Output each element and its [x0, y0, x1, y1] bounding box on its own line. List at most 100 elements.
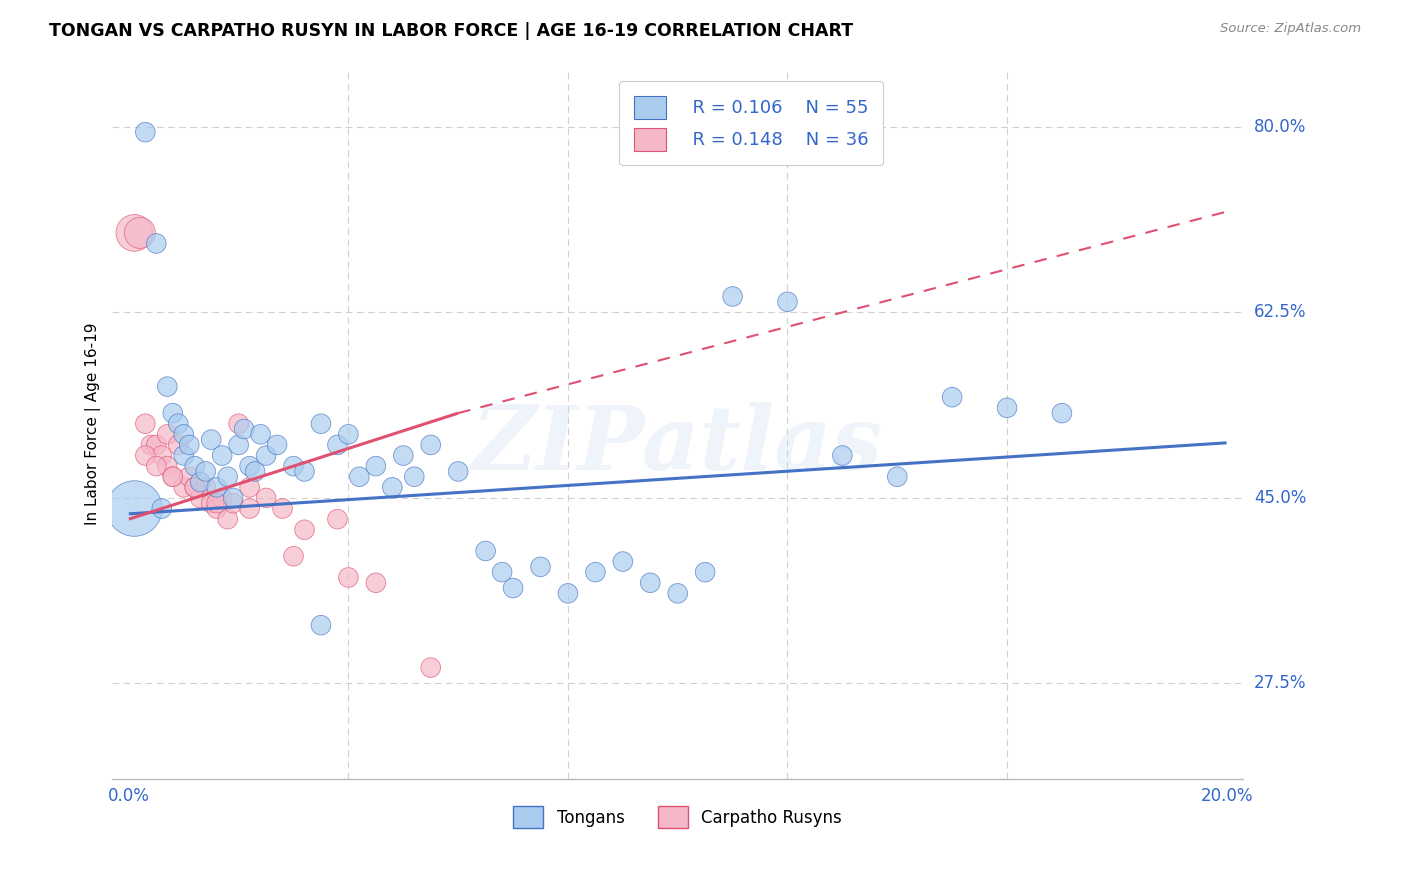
Point — [419, 660, 441, 674]
Point — [283, 459, 305, 474]
Point — [179, 438, 201, 452]
Point — [173, 449, 195, 463]
Point — [156, 379, 179, 393]
Point — [150, 501, 173, 516]
Point — [1050, 406, 1073, 420]
Point — [337, 427, 360, 442]
Point — [640, 575, 662, 590]
Point — [243, 465, 266, 479]
Point — [145, 236, 167, 251]
Text: 45.0%: 45.0% — [1254, 489, 1306, 507]
Point — [173, 427, 195, 442]
Point — [162, 406, 184, 420]
Legend: Tongans, Carpatho Rusyns: Tongans, Carpatho Rusyns — [506, 800, 849, 835]
Point — [612, 555, 634, 569]
Point — [184, 480, 207, 494]
Point — [666, 586, 689, 600]
Point — [211, 491, 233, 505]
Point — [134, 449, 156, 463]
Point — [474, 544, 496, 558]
Point — [266, 438, 288, 452]
Point — [283, 549, 305, 564]
Point — [364, 575, 387, 590]
Point — [200, 433, 222, 447]
Point — [583, 565, 606, 579]
Point — [162, 469, 184, 483]
Point — [239, 501, 262, 516]
Point — [326, 512, 349, 526]
Point — [233, 422, 256, 436]
Point — [254, 449, 277, 463]
Point — [294, 523, 316, 537]
Text: Source: ZipAtlas.com: Source: ZipAtlas.com — [1220, 22, 1361, 36]
Point — [188, 475, 211, 489]
Point — [364, 459, 387, 474]
Point — [447, 465, 470, 479]
Point — [124, 226, 146, 240]
Point — [205, 496, 228, 510]
Point — [337, 570, 360, 584]
Point — [188, 491, 211, 505]
Point — [222, 491, 245, 505]
Text: 27.5%: 27.5% — [1254, 674, 1306, 692]
Point — [239, 480, 262, 494]
Point — [502, 581, 524, 595]
Y-axis label: In Labor Force | Age 16-19: In Labor Force | Age 16-19 — [86, 323, 101, 525]
Point — [309, 417, 332, 431]
Point — [179, 469, 201, 483]
Point — [529, 559, 551, 574]
Point — [162, 469, 184, 483]
Point — [228, 438, 250, 452]
Point — [217, 512, 239, 526]
Point — [491, 565, 513, 579]
Point — [392, 449, 415, 463]
Point — [995, 401, 1018, 415]
Point — [124, 501, 146, 516]
Point — [134, 417, 156, 431]
Point — [695, 565, 717, 579]
Point — [156, 427, 179, 442]
Point — [200, 496, 222, 510]
Point — [205, 501, 228, 516]
Point — [419, 438, 441, 452]
Point — [381, 480, 404, 494]
Point — [194, 480, 217, 494]
Point — [194, 465, 217, 479]
Point — [254, 491, 277, 505]
Point — [294, 465, 316, 479]
Point — [228, 417, 250, 431]
Point — [217, 469, 239, 483]
Point — [249, 427, 271, 442]
Text: ZIPatlas: ZIPatlas — [472, 401, 883, 488]
Point — [349, 469, 371, 483]
Point — [128, 226, 150, 240]
Point — [150, 449, 173, 463]
Text: 62.5%: 62.5% — [1254, 303, 1306, 321]
Point — [173, 480, 195, 494]
Point — [776, 294, 799, 309]
Point — [156, 459, 179, 474]
Text: TONGAN VS CARPATHO RUSYN IN LABOR FORCE | AGE 16-19 CORRELATION CHART: TONGAN VS CARPATHO RUSYN IN LABOR FORCE … — [49, 22, 853, 40]
Point — [211, 449, 233, 463]
Text: 80.0%: 80.0% — [1254, 118, 1306, 136]
Point — [205, 480, 228, 494]
Point — [309, 618, 332, 632]
Point — [721, 289, 744, 303]
Point — [239, 459, 262, 474]
Point — [941, 390, 963, 404]
Point — [404, 469, 426, 483]
Point — [326, 438, 349, 452]
Point — [831, 449, 853, 463]
Point — [184, 480, 207, 494]
Point — [145, 438, 167, 452]
Point — [184, 459, 207, 474]
Point — [139, 438, 162, 452]
Point — [167, 417, 190, 431]
Point — [134, 125, 156, 139]
Point — [886, 469, 908, 483]
Point — [167, 438, 190, 452]
Point — [557, 586, 579, 600]
Point — [222, 496, 245, 510]
Point — [271, 501, 294, 516]
Point — [145, 459, 167, 474]
